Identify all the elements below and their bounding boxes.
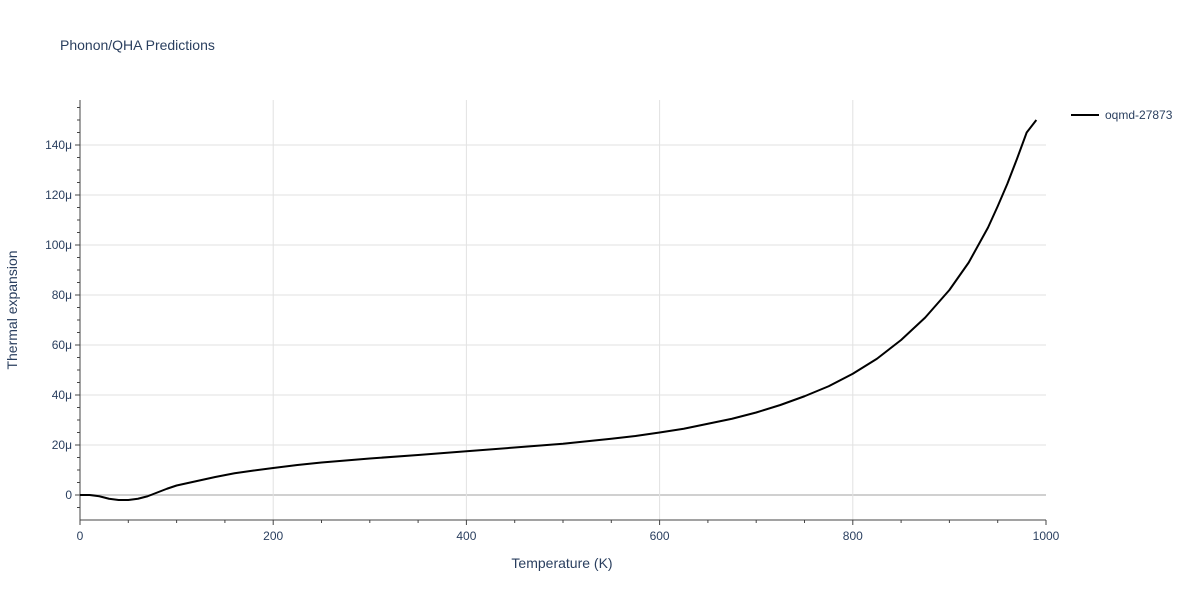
y-tick-label: 40μ bbox=[52, 388, 72, 402]
y-tick-label: 100μ bbox=[45, 238, 72, 252]
y-axis-title: Thermal expansion bbox=[4, 250, 20, 369]
y-tick-label: 120μ bbox=[45, 188, 72, 202]
x-tick-label: 800 bbox=[843, 529, 863, 543]
grid bbox=[80, 100, 1046, 520]
legend[interactable]: oqmd-27873 bbox=[1071, 108, 1173, 122]
y-tick-label: 60μ bbox=[52, 338, 72, 352]
x-axis-title: Temperature (K) bbox=[511, 555, 612, 571]
x-tick-label: 1000 bbox=[1033, 529, 1060, 543]
y-tick-label: 140μ bbox=[45, 138, 72, 152]
x-tick-label: 600 bbox=[650, 529, 670, 543]
x-tick-label: 0 bbox=[77, 529, 84, 543]
series-layer bbox=[80, 119, 1038, 501]
chart-title: Phonon/QHA Predictions bbox=[60, 37, 215, 53]
y-tick-label: 0 bbox=[65, 488, 72, 502]
x-tick-label: 400 bbox=[456, 529, 476, 543]
axes: 0 20μ 40μ 60μ 80μ 100μ 120μ 140μ 0 200 400 600 800 10… bbox=[45, 100, 1060, 543]
legend-label: oqmd-27873 bbox=[1105, 108, 1173, 122]
y-tick-label: 20μ bbox=[52, 438, 72, 452]
y-tick-label: 80μ bbox=[52, 288, 72, 302]
series-line-0[interactable] bbox=[80, 119, 1038, 501]
x-tick-label: 200 bbox=[263, 529, 283, 543]
